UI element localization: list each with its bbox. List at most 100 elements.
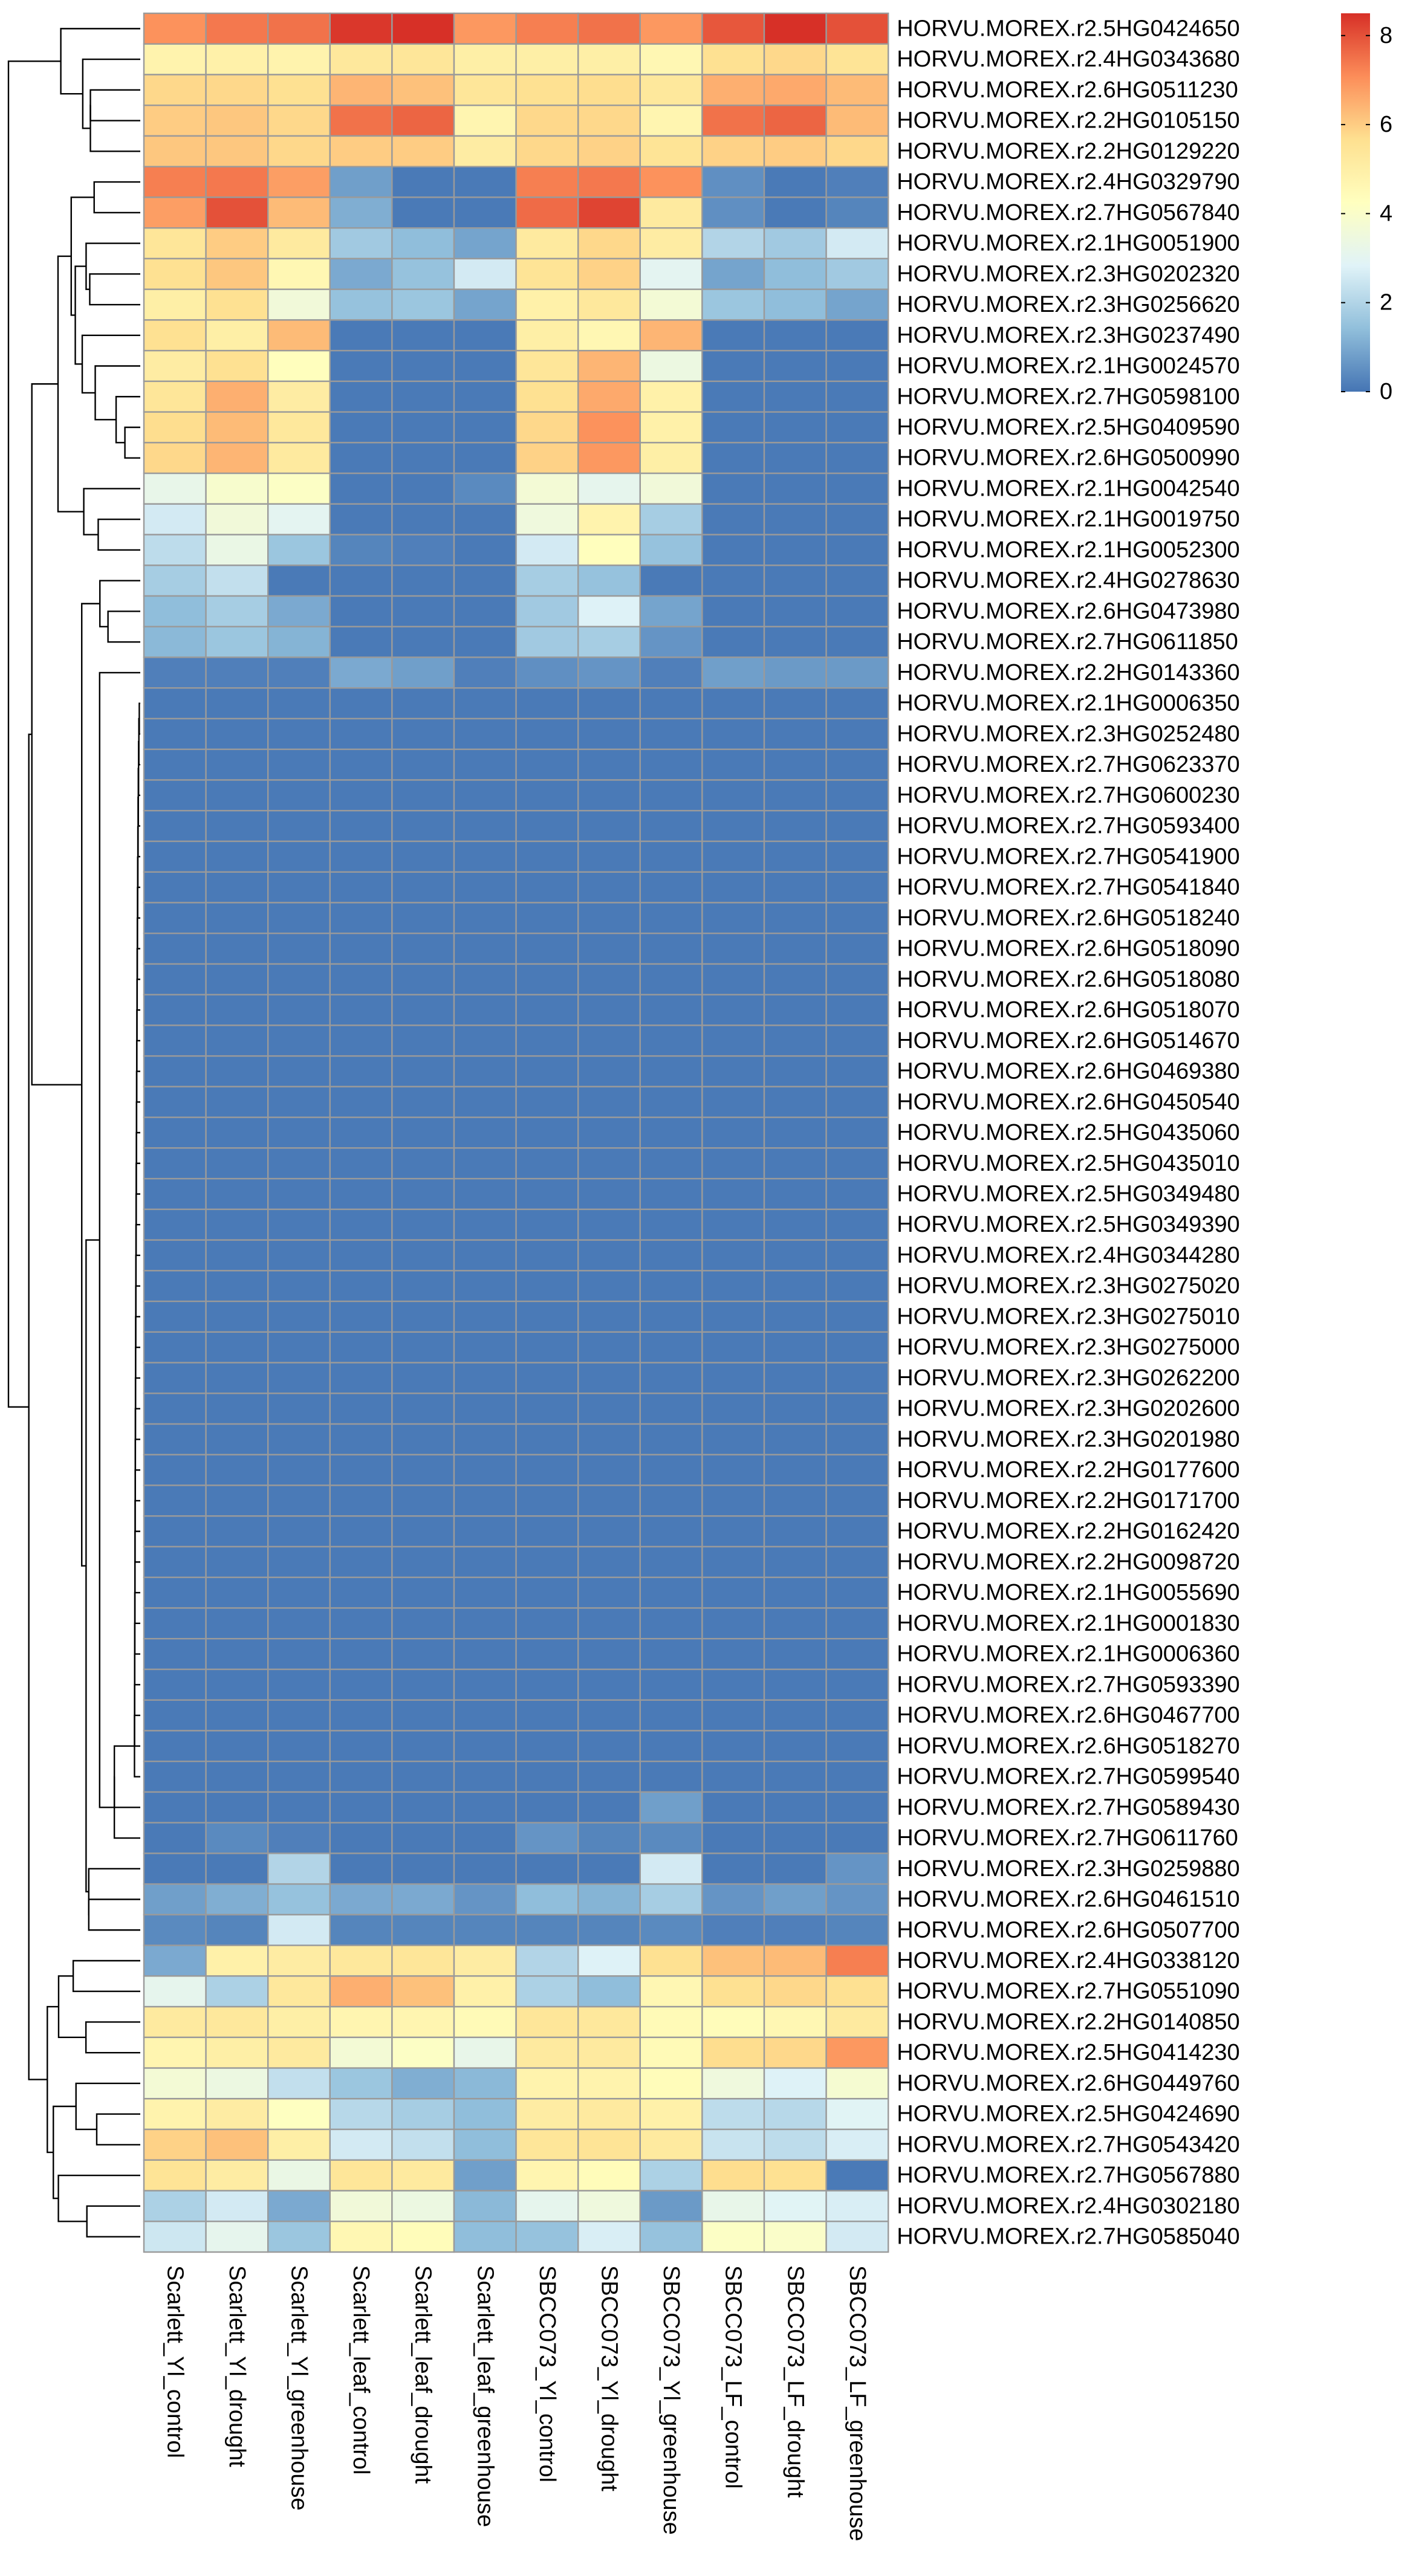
heatmap-cell bbox=[763, 2128, 827, 2161]
color-legend: 0 2 4 6 8 bbox=[1341, 13, 1392, 404]
heatmap-cell bbox=[577, 1270, 641, 1303]
heatmap-cell bbox=[639, 411, 703, 444]
heatmap-cell bbox=[763, 227, 827, 260]
heatmap-cell bbox=[329, 380, 393, 413]
heatmap-cell bbox=[825, 43, 889, 76]
heatmap-cell bbox=[577, 1975, 641, 2008]
heatmap-cell bbox=[267, 166, 331, 198]
column-label: Scarlett_Yl_greenhouse bbox=[287, 2265, 312, 2511]
heatmap-cell bbox=[763, 994, 827, 1026]
heatmap-cell bbox=[453, 43, 517, 76]
heatmap-cell bbox=[701, 595, 765, 627]
heatmap-cell bbox=[763, 319, 827, 352]
dendrogram-branch bbox=[85, 242, 140, 290]
heatmap-cell bbox=[329, 227, 393, 260]
heatmap-cell bbox=[143, 319, 207, 352]
heatmap-cell bbox=[515, 1177, 579, 1211]
heatmap-cell bbox=[763, 1362, 827, 1394]
heatmap-cell bbox=[391, 1730, 455, 1762]
heatmap-cell bbox=[267, 656, 331, 689]
heatmap-cell bbox=[267, 994, 331, 1026]
heatmap-cell bbox=[143, 227, 207, 260]
heatmap-cell bbox=[391, 748, 455, 781]
heatmap-cell bbox=[763, 472, 827, 505]
heatmap-cell bbox=[143, 626, 207, 658]
heatmap-cell bbox=[515, 196, 579, 229]
heatmap-cell bbox=[267, 2221, 331, 2253]
row-label: HORVU.MOREX.r2.1HG0001830 bbox=[897, 1611, 1239, 1636]
heatmap-cell bbox=[329, 74, 393, 106]
heatmap-cell bbox=[267, 595, 331, 627]
heatmap-cell bbox=[391, 595, 455, 627]
heatmap-cell bbox=[639, 656, 703, 689]
heatmap-cell bbox=[639, 1914, 703, 1946]
heatmap-cell bbox=[763, 1545, 827, 1578]
heatmap-cell bbox=[205, 1607, 269, 1640]
heatmap-cell bbox=[329, 105, 393, 137]
heatmap-cell bbox=[391, 196, 455, 229]
heatmap-cell bbox=[205, 871, 269, 904]
heatmap-cell bbox=[639, 319, 703, 352]
heatmap-cell bbox=[205, 1147, 269, 1180]
heatmap-cell bbox=[329, 1791, 393, 1824]
heatmap-cell bbox=[577, 534, 641, 566]
heatmap-cell bbox=[825, 288, 889, 321]
heatmap-cell bbox=[267, 1607, 331, 1640]
heatmap-cell bbox=[143, 2005, 207, 2039]
heatmap-cell bbox=[825, 626, 889, 658]
row-label: HORVU.MOREX.r2.2HG0129220 bbox=[897, 138, 1239, 164]
heatmap-cell bbox=[267, 1822, 331, 1854]
heatmap-cell bbox=[825, 1822, 889, 1854]
heatmap-cell bbox=[267, 349, 331, 383]
legend-tick-label: 4 bbox=[1380, 201, 1392, 226]
heatmap-cell bbox=[515, 1853, 579, 1885]
heatmap-cell bbox=[329, 1393, 393, 1425]
row-label: HORVU.MOREX.r2.1HG0006360 bbox=[897, 1642, 1239, 1667]
row-label: HORVU.MOREX.r2.1HG0052300 bbox=[897, 537, 1239, 563]
heatmap-cell bbox=[267, 1576, 331, 1609]
heatmap-cell bbox=[825, 1760, 889, 1793]
heatmap-cell bbox=[205, 2005, 269, 2039]
heatmap-cell bbox=[639, 1699, 703, 1732]
heatmap-cell bbox=[453, 1730, 517, 1762]
heatmap-cell bbox=[391, 1515, 455, 1548]
heatmap-cell bbox=[639, 442, 703, 474]
heatmap-cell bbox=[267, 2128, 331, 2161]
heatmap-cell bbox=[825, 1362, 889, 1394]
heatmap-cell bbox=[825, 717, 889, 750]
heatmap-cell bbox=[701, 1545, 765, 1578]
heatmap-cell bbox=[515, 1607, 579, 1640]
heatmap-cell bbox=[453, 1086, 517, 1118]
heatmap-cell bbox=[143, 74, 207, 106]
heatmap-cell bbox=[577, 810, 641, 843]
heatmap-cell bbox=[701, 1822, 765, 1854]
heatmap-cell bbox=[639, 349, 703, 383]
heatmap-cell bbox=[701, 1423, 765, 1455]
heatmap-cell bbox=[329, 1576, 393, 1609]
heatmap-cell bbox=[205, 1699, 269, 1732]
heatmap-cell bbox=[267, 105, 331, 137]
heatmap-cell bbox=[701, 472, 765, 505]
heatmap-cell bbox=[825, 840, 889, 873]
dendrogram-branch bbox=[83, 488, 140, 536]
heatmap-cell bbox=[763, 1055, 827, 1088]
heatmap-cell bbox=[205, 1454, 269, 1486]
heatmap-cell bbox=[639, 1638, 703, 1671]
heatmap-cell bbox=[329, 1177, 393, 1211]
heatmap-cell bbox=[577, 1883, 641, 1916]
heatmap-cell bbox=[453, 902, 517, 934]
heatmap-cell bbox=[639, 1822, 703, 1854]
heatmap-cell bbox=[763, 932, 827, 965]
column-label: Scarlett_Yl_drought bbox=[224, 2265, 250, 2467]
row-label: HORVU.MOREX.r2.3HG0275020 bbox=[897, 1273, 1239, 1299]
row-label: HORVU.MOREX.r2.7HG0611760 bbox=[897, 1825, 1238, 1851]
heatmap-cell bbox=[205, 1883, 269, 1916]
heatmap-cell bbox=[763, 43, 827, 76]
heatmap-cell bbox=[143, 2190, 207, 2222]
heatmap-cell bbox=[515, 1760, 579, 1793]
heatmap-cell bbox=[329, 319, 393, 352]
heatmap-cell bbox=[205, 1331, 269, 1364]
heatmap-cell bbox=[143, 1975, 207, 2008]
heatmap-cell bbox=[329, 1668, 393, 1701]
heatmap-cell bbox=[267, 1393, 331, 1425]
